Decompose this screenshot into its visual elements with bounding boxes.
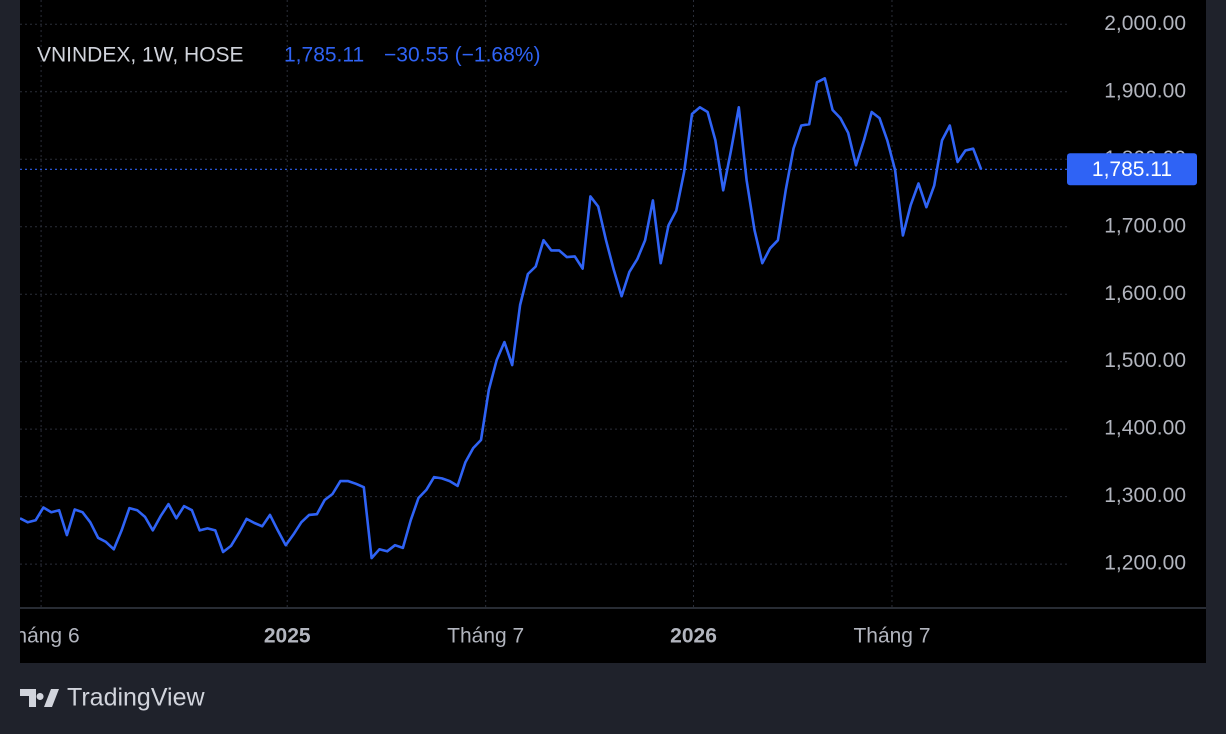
y-tick-label: 1,200.00 — [1104, 552, 1186, 575]
last-price-label: 1,785.11 — [1092, 158, 1172, 181]
x-tick-label: 2025 — [264, 625, 311, 648]
x-tick-label: Tháng 7 — [447, 625, 524, 648]
change: −30.55 (−1.68%) — [384, 44, 540, 67]
symbol: VNINDEX, 1W, HOSE — [37, 44, 244, 67]
logo — [20, 689, 59, 707]
x-tick-label: Tháng 7 — [853, 625, 930, 648]
brand: TradingView — [67, 684, 206, 712]
y-tick-label: 1,500.00 — [1104, 349, 1186, 372]
y-tick-label: 1,400.00 — [1104, 417, 1186, 440]
price: 1,785.11 — [284, 44, 364, 67]
y-tick-label: 1,700.00 — [1104, 214, 1186, 237]
y-tick-label: 1,300.00 — [1104, 484, 1186, 507]
x-tick-label: Tháng 6 — [3, 625, 80, 648]
chart-pane — [20, 0, 1206, 663]
price-line — [20, 77, 983, 560]
y-tick-label: 2,000.00 — [1104, 12, 1186, 35]
y-tick-label: 1,600.00 — [1104, 282, 1186, 305]
x-tick-label: 2026 — [670, 625, 717, 648]
y-tick-label: 1,900.00 — [1104, 79, 1186, 102]
last-price-badge — [1067, 153, 1197, 186]
